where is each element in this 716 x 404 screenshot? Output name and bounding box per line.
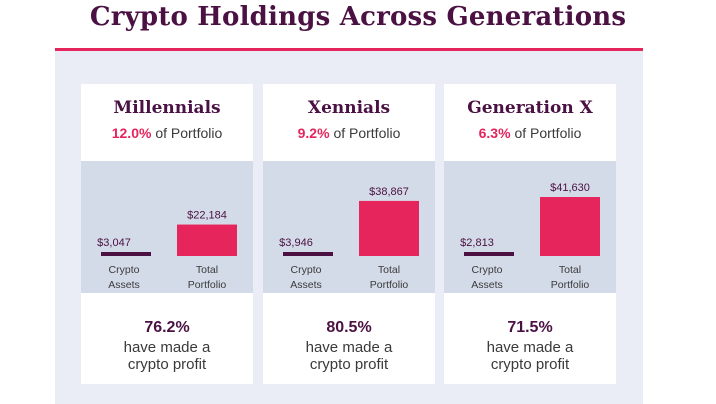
bar-chart-area: $3,946 Crypto Assets $38,867 Total Portfolio [263, 161, 435, 293]
title-underline [55, 48, 643, 51]
bar-crypto-assets [283, 252, 333, 256]
card-generation-x: Generation X 6.3% of Portfolio $2,813 Cry… [444, 84, 616, 384]
profit-percent: 71.5% [507, 319, 553, 336]
profit-caption: have made a crypto profit [81, 339, 253, 373]
portfolio-share: 12.0% of Portfolio [81, 125, 253, 141]
card-header: Generation X 6.3% of Portfolio [444, 84, 616, 161]
profit-percent: 76.2% [144, 319, 190, 336]
share-suffix: of Portfolio [333, 125, 401, 141]
bar-total-portfolio [177, 224, 237, 256]
card-header: Millennials 12.0% of Portfolio [81, 84, 253, 161]
bar-chart: $2,813 Crypto Assets $41,630 Total Portfolio [460, 182, 600, 291]
card-footer: 71.5% have made a crypto profit [444, 293, 616, 384]
value-label: $3,047 [97, 237, 131, 249]
category-label: Assets [290, 279, 322, 291]
share-percent: 12.0% [111, 125, 152, 141]
share-suffix: of Portfolio [514, 125, 582, 141]
bar-chart: $3,047 Crypto Assets $22,184 Total Portfolio [97, 210, 237, 291]
value-label: $2,813 [460, 237, 494, 249]
category-label: Portfolio [551, 279, 590, 291]
category-label: Assets [471, 279, 503, 291]
bar-crypto-assets [101, 252, 151, 256]
bar-chart: $3,946 Crypto Assets $38,867 Total Portfolio [279, 186, 419, 291]
value-label: $22,184 [187, 210, 227, 222]
profit-caption-line2: crypto profit [490, 356, 570, 373]
bar-total-portfolio [359, 200, 419, 256]
category-label: Crypto [472, 264, 503, 276]
portfolio-share: 6.3% of Portfolio [444, 125, 616, 141]
category-label: Total [196, 264, 218, 276]
profit-percent: 80.5% [326, 319, 372, 336]
category-label: Total [378, 264, 400, 276]
bar-chart-area: $3,047 Crypto Assets $22,184 Total Portfolio [81, 161, 253, 293]
card-xennials: Xennials 9.2% of Portfolio $3,946 Crypto A… [263, 84, 435, 384]
category-label: Total [559, 264, 581, 276]
generation-name: Millennials [113, 98, 221, 118]
category-label: Crypto [291, 264, 322, 276]
share-percent: 9.2% [297, 125, 330, 141]
category-label: Portfolio [370, 279, 409, 291]
value-label: $41,630 [550, 182, 590, 194]
profit-caption-line1: have made a [486, 339, 574, 356]
portfolio-share: 9.2% of Portfolio [263, 125, 435, 141]
profit-caption-line1: have made a [305, 339, 393, 356]
profit-caption: have made a crypto profit [263, 339, 435, 373]
profit-caption-line1: have made a [123, 339, 211, 356]
bar-total-portfolio [540, 197, 600, 256]
profit-caption-line2: crypto profit [127, 356, 207, 373]
category-label: Portfolio [188, 279, 227, 291]
bar-chart-area: $2,813 Crypto Assets $41,630 Total Portfolio [444, 161, 616, 293]
card-footer: 76.2% have made a crypto profit [81, 293, 253, 384]
category-label: Assets [108, 279, 140, 291]
generation-name: Generation X [467, 98, 593, 118]
value-label: $38,867 [369, 186, 409, 198]
profit-caption-line2: crypto profit [309, 356, 389, 373]
card-header: Xennials 9.2% of Portfolio [263, 84, 435, 161]
value-label: $3,946 [279, 237, 313, 249]
profit-caption: have made a crypto profit [444, 339, 616, 373]
category-label: Crypto [109, 264, 140, 276]
bar-crypto-assets [464, 252, 514, 256]
share-suffix: of Portfolio [155, 125, 223, 141]
card-millennials: Millennials 12.0% of Portfolio $3,047 Cry… [81, 84, 253, 384]
card-footer: 80.5% have made a crypto profit [263, 293, 435, 384]
page-title: Crypto Holdings Across Generations [89, 2, 627, 32]
share-percent: 6.3% [478, 125, 511, 141]
generation-name: Xennials [307, 98, 391, 118]
